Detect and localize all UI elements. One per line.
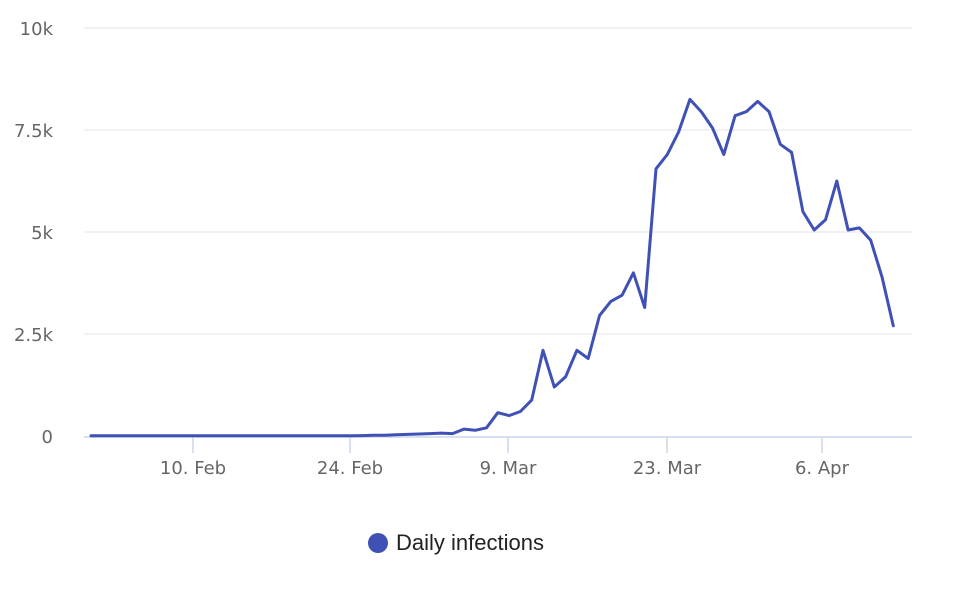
y-tick-label: 5k (31, 223, 53, 244)
legend-label: Daily infections (396, 530, 544, 555)
x-tick-label: 23. Mar (633, 458, 702, 479)
legend-marker-icon (368, 533, 388, 553)
x-tick-label: 9. Mar (480, 458, 537, 479)
series-line-daily-infections[interactable] (89, 97, 895, 438)
y-tick-label: 7.5k (14, 121, 54, 142)
y-tick-label: 2.5k (14, 325, 54, 346)
legend-item-daily-infections[interactable]: Daily infections (368, 530, 544, 556)
x-tick-label: 6. Apr (795, 458, 850, 479)
gridlines (84, 27, 912, 335)
y-tick-label: 10k (20, 19, 54, 40)
x-tick-label: 10. Feb (160, 458, 226, 479)
x-tick-label: 24. Feb (317, 458, 383, 479)
y-axis: 0 2.5k 5k 7.5k 10k (14, 19, 54, 448)
x-axis: 10. Feb 24. Feb 9. Mar 23. Mar 6. Apr (84, 436, 912, 479)
y-tick-label: 0 (42, 427, 53, 448)
